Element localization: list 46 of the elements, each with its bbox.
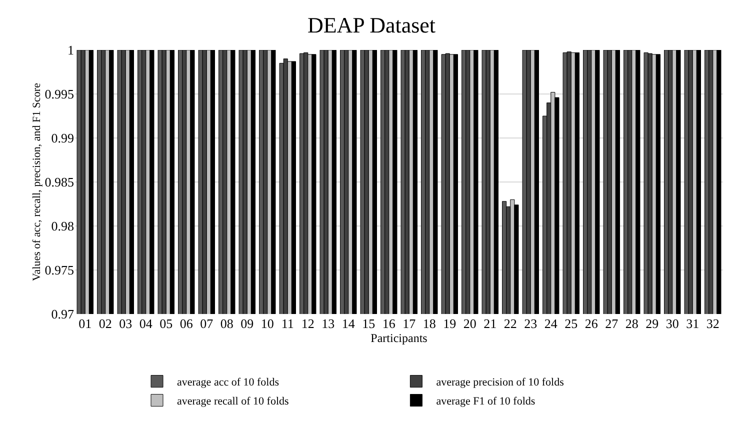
x-tick-label: 02 <box>98 316 112 331</box>
y-tick-label: 0.98 <box>51 218 74 234</box>
legend-label: average recall of 10 folds <box>177 396 289 408</box>
x-tick-label: 04 <box>139 316 153 331</box>
x-tick-label: 32 <box>706 316 720 331</box>
y-tick-label: 0.975 <box>44 262 74 278</box>
chart-title: DEAP Dataset <box>307 12 436 38</box>
y-tick-label: 0.995 <box>44 86 74 102</box>
x-tick-label: 10 <box>260 316 274 331</box>
x-tick-label: 06 <box>180 316 194 331</box>
y-tick-label: 1 <box>68 42 74 58</box>
x-tick-label: 20 <box>463 316 476 331</box>
x-tick-label: 30 <box>666 316 679 331</box>
x-tick-label: 08 <box>220 316 234 331</box>
x-tick-label: 12 <box>301 316 314 331</box>
x-tick-label: 28 <box>625 316 638 331</box>
x-tick-label: 21 <box>484 316 497 331</box>
x-tick-label: 23 <box>524 316 538 331</box>
x-tick-label: 31 <box>686 316 700 331</box>
x-tick-label: 05 <box>160 316 173 331</box>
x-tick-label: 16 <box>382 316 396 331</box>
x-tick-label: 15 <box>362 316 376 331</box>
x-tick-label: 13 <box>322 316 335 331</box>
y-axis-title: Values of acc, recall, precision, and F1 Score <box>30 82 43 281</box>
x-tick-label: 09 <box>240 316 254 331</box>
x-tick-label: 26 <box>584 316 598 331</box>
x-tick-label: 27 <box>605 316 619 331</box>
x-tick-label: 18 <box>422 316 436 331</box>
legend-label: average F1 of 10 folds <box>436 396 536 408</box>
x-tick-label: 22 <box>504 316 517 331</box>
x-tick-label: 14 <box>342 316 356 331</box>
x-tick-label: 07 <box>200 316 214 331</box>
x-tick-label: 29 <box>646 316 659 331</box>
x-tick-label: 03 <box>119 316 132 331</box>
x-tick-label: 19 <box>443 316 456 331</box>
x-tick-label: 24 <box>544 316 558 331</box>
x-axis-title: Participants <box>370 331 428 345</box>
y-tick-label: 0.985 <box>44 174 74 190</box>
y-tick-label: 0.97 <box>51 306 74 322</box>
x-tick-label: 25 <box>564 316 578 331</box>
legend-label: average acc of 10 folds <box>177 376 280 389</box>
x-tick-label: 01 <box>78 316 92 331</box>
y-tick-label: 0.99 <box>51 130 74 146</box>
x-tick-label: 11 <box>281 316 294 331</box>
x-tick-label: 17 <box>402 316 416 331</box>
legend-label: average precision of 10 folds <box>436 376 564 389</box>
